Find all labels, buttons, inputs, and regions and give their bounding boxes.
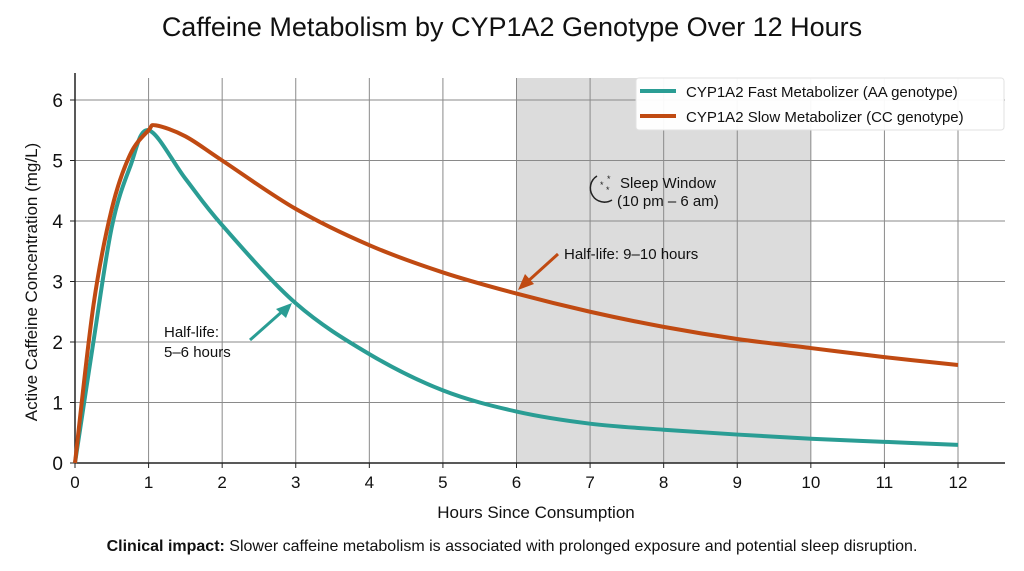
legend-label-fast: CYP1A2 Fast Metabolizer (AA genotype) (686, 84, 958, 101)
moon-stars-icon: * * * (589, 174, 613, 203)
y-tick-label: 6 (52, 91, 63, 112)
annotation-fast-arrowhead (276, 303, 292, 318)
y-tick-label: 4 (52, 212, 63, 233)
svg-text:*: * (607, 174, 611, 184)
annotation-slow-arrow (524, 252, 560, 285)
annotation-fast-arrow (249, 307, 286, 342)
series-lines (73, 123, 959, 464)
x-tick-label: 9 (733, 473, 742, 492)
y-tick-label: 2 (52, 333, 63, 354)
x-tick-label: 0 (70, 473, 79, 492)
sleep-window-title: Sleep Window (620, 175, 716, 192)
x-tick-label: 1 (144, 473, 153, 492)
y-tick-label: 0 (52, 454, 63, 475)
fast-metabolizer-line (73, 128, 959, 464)
sleep-window-subtitle: (10 pm – 6 am) (617, 193, 719, 210)
legend-label-slow: CYP1A2 Slow Metabolizer (CC genotype) (686, 109, 964, 126)
svg-text:*: * (606, 185, 610, 195)
chart-title: Caffeine Metabolism by CYP1A2 Genotype O… (161, 12, 863, 42)
annotation-slow-arrowhead (518, 274, 534, 290)
sleep-window-label: * * * Sleep Window (10 pm – 6 am) (589, 174, 719, 210)
y-tick-label: 5 (52, 152, 63, 173)
x-tick-label: 10 (801, 473, 820, 492)
x-tick-label: 6 (512, 473, 521, 492)
x-axis-label: Hours Since Consumption (437, 503, 634, 522)
annotation-fast-line2: 5–6 hours (164, 344, 231, 361)
footer-note: Clinical impact: Slower caffeine metabol… (0, 538, 1024, 556)
annotation-slow: Half-life: 9–10 hours (518, 246, 698, 290)
x-tick-label: 7 (585, 473, 594, 492)
grid (75, 78, 1005, 463)
x-tick-label: 12 (949, 473, 968, 492)
svg-text:*: * (600, 180, 604, 190)
x-tick-label: 5 (438, 473, 447, 492)
footer-bold: Clinical impact: (106, 538, 225, 555)
x-tick-label: 4 (365, 473, 374, 492)
footer-text: Slower caffeine metabolism is associated… (224, 538, 918, 555)
slow-metabolizer-line (73, 123, 959, 464)
y-tick-label: 1 (52, 394, 63, 415)
x-tick-label: 11 (876, 473, 894, 492)
x-tick-label: 3 (291, 473, 300, 492)
x-tick-label: 2 (217, 473, 226, 492)
x-tick-label: 8 (659, 473, 668, 492)
annotation-fast-line1: Half-life: (164, 324, 219, 341)
legend: CYP1A2 Fast Metabolizer (AA genotype) CY… (635, 77, 1005, 131)
y-tick-label: 3 (52, 273, 63, 294)
annotation-slow-text: Half-life: 9–10 hours (564, 246, 698, 263)
annotation-fast: Half-life: 5–6 hours (164, 303, 292, 361)
y-axis-label: Active Caffeine Concentration (mg/L) (22, 143, 41, 421)
